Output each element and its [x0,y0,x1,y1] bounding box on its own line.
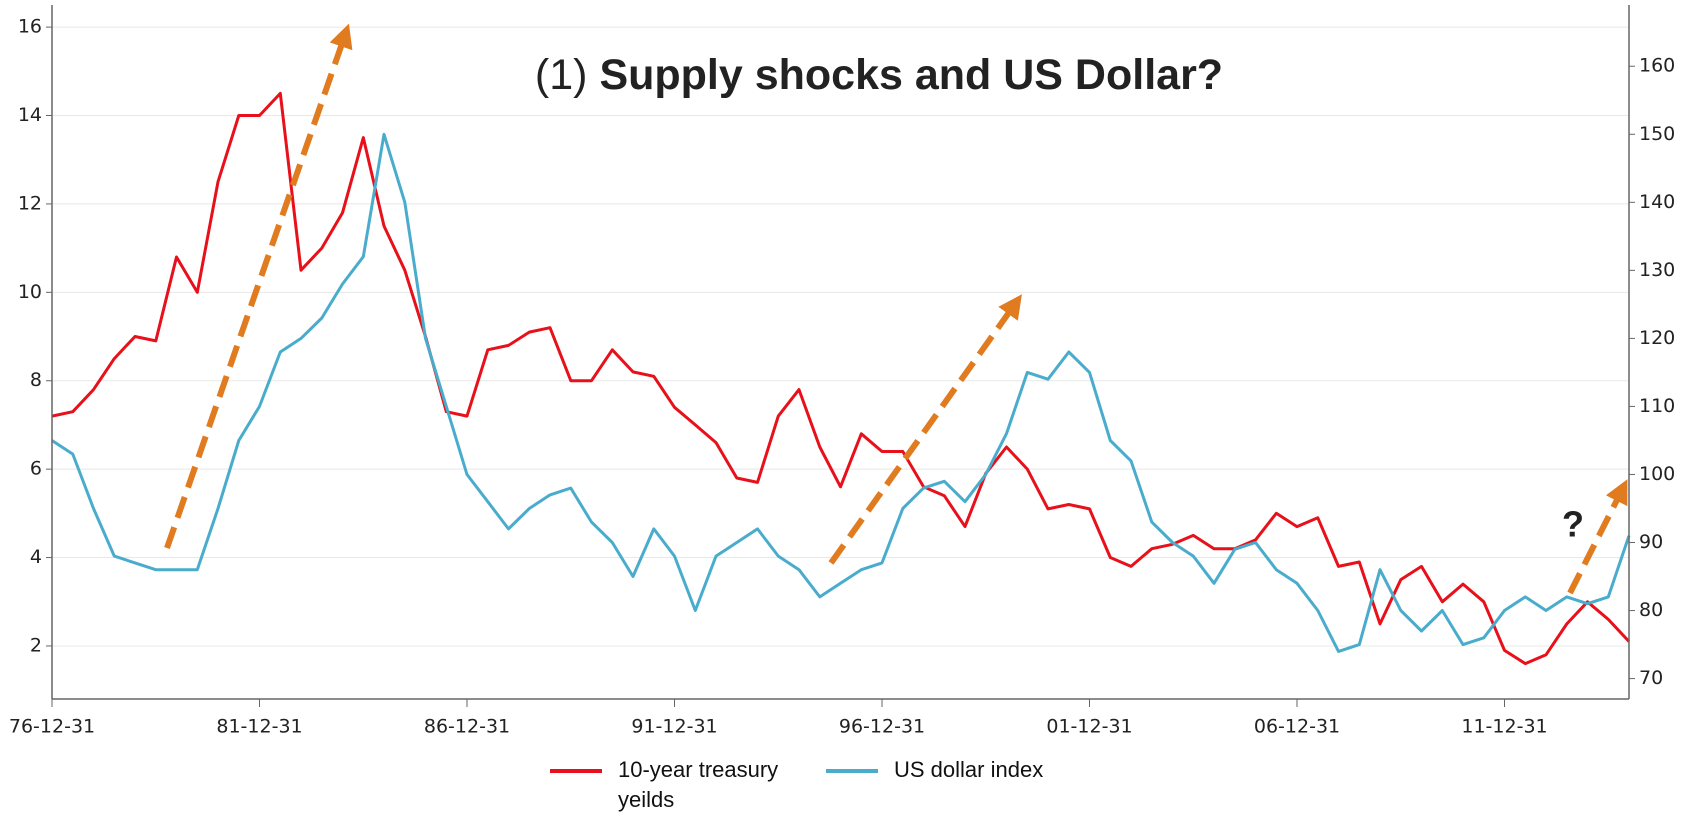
y-tick-label: 4 [30,546,42,568]
legend-label: US dollar index [894,757,1044,782]
legend: 10-year treasury yeilds US dollar index [550,755,1084,815]
x-tick-label: 76-12-31 [9,716,95,738]
legend-label: 10-year treasury yeilds [618,757,779,812]
y2-tick-label: 160 [1639,55,1675,77]
x-tick-label: 86-12-31 [424,716,510,738]
legend-item: 10-year treasury yeilds [550,755,808,815]
y-tick-label: 10 [18,281,42,303]
y-tick-label: 2 [30,634,42,656]
title-text: Supply shocks and US Dollar? [599,51,1223,99]
x-tick-label: 91-12-31 [631,716,717,738]
annotation: ? [1562,504,1584,545]
y2-tick-label: 80 [1639,599,1663,621]
series-line [51,132,1631,653]
legend-item: US dollar index [826,755,1084,815]
x-tick-label: 81-12-31 [216,716,302,738]
y-tick-label: 12 [18,192,42,214]
legend-swatch [550,769,602,773]
y2-tick-label: 130 [1639,259,1675,281]
x-tick-label: 01-12-31 [1046,716,1132,738]
y2-tick-label: 70 [1639,667,1663,689]
title-number: (1) [535,51,588,99]
y-tick-label: 8 [30,369,42,391]
y-tick-label: 16 [18,16,42,38]
arrow [828,294,1022,565]
series-line [51,91,1631,666]
y2-tick-label: 90 [1639,531,1663,553]
y-tick-label: 6 [30,458,42,480]
arrow [164,23,353,549]
y2-tick-label: 110 [1639,395,1675,417]
legend-swatch [826,769,878,773]
arrows [164,23,1628,595]
arrow [1567,479,1628,595]
chart-title: (1) Supply shocks and US Dollar? [535,51,1223,99]
y-tick-label: 14 [18,104,42,126]
lines [51,91,1631,666]
y2-tick-label: 150 [1639,123,1675,145]
y2-tick-label: 140 [1639,191,1675,213]
x-tick-label: 11-12-31 [1461,716,1547,738]
y2-tick-label: 120 [1639,327,1675,349]
x-tick-label: 96-12-31 [839,716,925,738]
y2-tick-label: 100 [1639,463,1675,485]
x-tick-label: 06-12-31 [1254,716,1340,738]
